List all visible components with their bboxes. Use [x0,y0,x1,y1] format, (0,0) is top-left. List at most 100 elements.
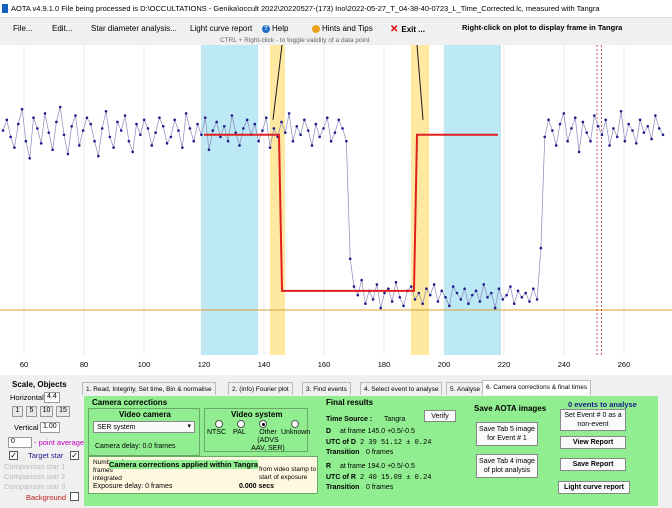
tab-find-events[interactable]: 3. Find events [302,382,351,395]
data-point [245,118,249,122]
x-tick-label: 60 [20,360,28,369]
data-point [100,127,104,130]
scale-title: Scale, Objects [12,380,67,389]
menu-hints[interactable]: Hints and Tips [312,24,373,33]
save-tab4-button[interactable]: Save Tab 4 image of plot analysis [476,454,538,478]
data-point [36,127,39,130]
data-point [604,118,608,122]
data-point [58,105,62,109]
tab-read[interactable]: 1. Read, Integrity, Set time, Bin & norm… [82,382,216,395]
radio-unknown[interactable] [291,420,299,428]
background-label: Background [26,493,67,502]
data-point [394,281,398,284]
camera-select[interactable]: SER system ▾ [93,421,195,433]
radio-pal-label: PAL [233,429,246,436]
data-point [142,118,146,122]
data-point [345,139,348,143]
data-point [528,300,531,303]
menu-star-diameter[interactable]: Star diameter analysis... [91,24,177,33]
data-point [70,124,73,128]
transition-r-value: 0 frames [366,484,394,491]
tab-camera-corrections[interactable]: 6. Camera corrections & final times [482,380,592,395]
scale-button-5[interactable]: 5 [26,406,37,417]
view-report-button[interactable]: View Report [560,436,626,449]
data-point [558,122,562,126]
data-point [646,124,650,128]
data-point [219,135,222,139]
tangra-banner: Camera corrections applied within Tangra [109,460,259,469]
camera-delay: Camera delay: 0.0 frames [95,443,176,450]
data-point [119,129,123,132]
data-point [451,285,455,288]
vertical-input[interactable]: 1.00 [40,422,60,433]
verify-button[interactable]: Verify [424,410,456,422]
data-point [85,116,89,119]
point-average-select[interactable]: 0 [8,437,32,448]
help-icon: ? [262,24,270,33]
data-point [5,118,9,122]
radio-other[interactable] [259,420,267,428]
save-tab5-button[interactable]: Save Tab 5 image for Event # 1 [476,422,538,446]
menu-help-label: Help [272,24,289,33]
radio-ntsc-label: NTSC [207,429,227,436]
data-point [531,287,535,291]
radio-ntsc[interactable] [215,420,223,428]
menu-help[interactable]: ? Help [262,24,288,33]
ctrl-hint-text: - to toggle validity of a data point [274,37,370,44]
data-point [573,116,577,119]
data-point [505,293,508,297]
scale-button-10[interactable]: 10 [40,406,53,417]
camera-corrections-title: Camera corrections [92,398,168,407]
data-point [181,146,184,149]
data-point [74,114,77,117]
chevron-down-icon: ▾ [187,423,191,430]
data-point [417,291,421,295]
menu-file[interactable]: File... [13,24,33,33]
background-checkbox[interactable] [70,492,79,501]
tab-fourier[interactable]: 2. (info) Fourier plot [228,382,293,395]
title-bar: AOTA v4.9.1.0 File being processed is D:… [0,0,672,18]
video-system-title: Video system [231,410,283,419]
data-point [444,295,447,299]
data-point [467,302,470,305]
light-curve-plot[interactable]: 60 80 100 120 140 160 180 200 220 240 260 [0,45,672,375]
data-point [165,142,169,145]
comparison-star-2-label: Comparison star 2 [4,472,66,481]
menu-edit[interactable]: Edit... [52,24,73,33]
data-point [261,129,264,132]
data-point [24,139,28,143]
events-count: 0 events to analyse [568,400,637,409]
data-point [497,287,501,291]
data-point [242,127,245,130]
video-system-group: Video system NTSC PAL Other (ADVS AAV, S… [204,408,310,452]
plot-svg[interactable]: 60 80 100 120 140 160 180 200 220 240 260 [0,45,672,375]
set-non-event-button[interactable]: Set Event # 0 as a non-event [560,409,626,431]
horizontal-input[interactable]: 4.4 [44,392,60,403]
target-star-checkbox-2[interactable]: ✓ [70,451,79,460]
data-point [104,109,108,113]
data-point [9,135,12,139]
menu-exit[interactable]: ✕ Exit ... [390,24,425,35]
data-point [322,127,325,130]
radio-pal[interactable] [237,420,245,428]
menu-light-curve-report[interactable]: Light curve report [190,24,253,33]
data-point [20,107,24,111]
scale-button-15[interactable]: 15 [56,406,70,417]
x-tick-label: 220 [498,360,511,369]
transition-d-value: 0 frames [366,449,394,456]
target-star-checkbox[interactable]: ✓ [9,451,18,460]
save-report-button[interactable]: Save Report [560,458,626,471]
tab-select-event[interactable]: 4. Select event to analyse [360,382,443,395]
data-point [390,300,394,303]
data-point [207,148,211,152]
data-point [203,116,207,119]
data-point [146,127,150,130]
data-point [280,120,283,124]
light-curve-report-button[interactable]: Light curve report [558,481,630,494]
scale-panel: Scale, Objects Horizontal 4.4 1 5 10 15 … [0,376,84,508]
tab-analyse[interactable]: 5. Analyse [446,382,484,395]
ctrl-hint: CTRL + Right-click - to toggle validity … [220,37,370,44]
data-point [348,257,352,261]
scale-button-1[interactable]: 1 [12,406,23,417]
exposure-secs: 0.000 secs [239,483,275,490]
